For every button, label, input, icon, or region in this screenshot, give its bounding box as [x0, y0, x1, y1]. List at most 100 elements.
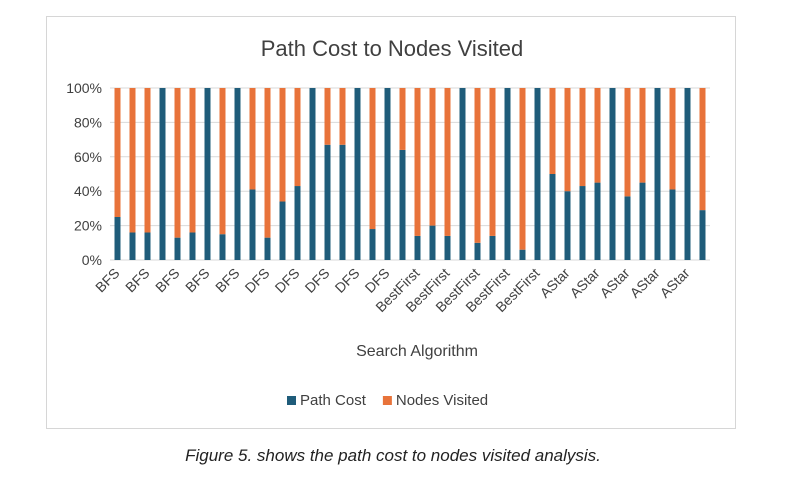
bar-nodes-visited: [369, 88, 376, 230]
bar-path-cost: [474, 242, 481, 260]
bar-path-cost: [249, 189, 256, 260]
bar-nodes-visited: [129, 88, 136, 233]
bar-nodes-visited: [399, 88, 406, 150]
bar-path-cost: [129, 232, 136, 260]
bar-path-cost: [459, 88, 466, 260]
bar-nodes-visited: [219, 88, 226, 235]
bar-path-cost: [489, 235, 496, 260]
bar-path-cost: [579, 186, 586, 260]
y-tick-label: 0%: [82, 252, 102, 268]
bar-path-cost: [684, 88, 691, 260]
bar-path-cost: [219, 234, 226, 260]
x-tick-label: AStar: [597, 265, 633, 301]
y-tick-label: 60%: [74, 149, 102, 165]
chart-title: Path Cost to Nodes Visited: [261, 36, 524, 61]
bar-nodes-visited: [519, 88, 526, 250]
bar-nodes-visited: [414, 88, 421, 236]
bar-nodes-visited: [489, 88, 496, 236]
bar-nodes-visited: [669, 88, 676, 190]
x-axis-title: Search Algorithm: [356, 343, 478, 360]
bar-nodes-visited: [339, 88, 346, 145]
bar-nodes-visited: [444, 88, 451, 236]
legend-label: Nodes Visited: [396, 392, 488, 409]
bar-nodes-visited: [579, 88, 586, 187]
bar-path-cost: [609, 88, 616, 260]
bar-path-cost: [234, 88, 241, 260]
bar-nodes-visited: [174, 88, 181, 238]
bar-nodes-visited: [549, 88, 556, 174]
bar-path-cost: [189, 232, 196, 260]
bar-nodes-visited: [474, 88, 481, 243]
chart-container: Path Cost to Nodes Visited 0% 20% 40% 60% 80…: [46, 16, 736, 429]
y-tick-label: 80%: [74, 114, 102, 130]
bar-nodes-visited: [279, 88, 286, 202]
bar-nodes-visited: [429, 88, 436, 226]
bar-path-cost: [414, 235, 421, 260]
x-tick-label: DFS: [242, 265, 273, 296]
bar-path-cost: [114, 217, 121, 260]
bar-path-cost: [564, 191, 571, 260]
x-tick-label: DFS: [302, 265, 333, 296]
x-tick-label: BFS: [122, 265, 153, 296]
bar-path-cost: [504, 88, 511, 260]
bar-path-cost: [309, 88, 316, 260]
y-axis-ticks: 0% 20% 40% 60% 80% 100%: [66, 80, 102, 268]
bar-nodes-visited: [294, 88, 301, 187]
bar-nodes-visited: [249, 88, 256, 190]
bar-path-cost: [339, 144, 346, 260]
legend-label: Path Cost: [300, 392, 367, 409]
x-axis-ticks: BFS BFS BFS BFS BFSDFSDFSDFSDFSDFSBestFirstB…: [92, 265, 693, 316]
stacked-bar-chart: Path Cost to Nodes Visited 0% 20% 40% 60% 80…: [66, 36, 710, 409]
bar-path-cost: [444, 235, 451, 260]
x-tick-label: DFS: [332, 265, 363, 296]
bar-path-cost: [534, 88, 541, 260]
y-tick-label: 20%: [74, 218, 102, 234]
bar-nodes-visited: [624, 88, 631, 197]
bar-path-cost: [519, 249, 526, 260]
gridlines: [110, 87, 710, 261]
legend-swatch: [382, 396, 392, 405]
bar-nodes-visited: [594, 88, 601, 183]
bar-nodes-visited: [564, 88, 571, 192]
bar-path-cost: [279, 201, 286, 260]
bar-nodes-visited: [639, 88, 646, 183]
bar-nodes-visited: [189, 88, 196, 233]
bar-path-cost: [429, 225, 436, 260]
bar-nodes-visited: [144, 88, 151, 233]
y-tick-label: 40%: [74, 183, 102, 199]
x-tick-label: AStar: [627, 265, 663, 301]
bar-path-cost: [324, 144, 331, 260]
bar-path-cost: [699, 210, 706, 260]
bar-path-cost: [594, 182, 601, 260]
bar-path-cost: [174, 237, 181, 260]
x-tick-label: DFS: [272, 265, 303, 296]
x-tick-label: BFS: [152, 265, 183, 296]
x-tick-label: AStar: [537, 265, 573, 301]
x-tick-label: AStar: [657, 265, 693, 301]
bar-path-cost: [294, 186, 301, 260]
bar-nodes-visited: [324, 88, 331, 145]
bar-path-cost: [639, 182, 646, 260]
bar-path-cost: [654, 88, 661, 260]
bar-path-cost: [264, 237, 271, 260]
bar-nodes-visited: [114, 88, 121, 217]
bar-path-cost: [384, 88, 391, 260]
bar-path-cost: [144, 232, 151, 260]
bar-path-cost: [549, 174, 556, 260]
legend: Path Cost Nodes Visited: [287, 392, 488, 409]
figure-caption: Figure 5. shows the path cost to nodes v…: [185, 446, 601, 465]
bar-path-cost: [354, 88, 361, 260]
x-tick-label: AStar: [567, 265, 603, 301]
bar-path-cost: [399, 149, 406, 260]
x-tick-label: BFS: [92, 265, 123, 296]
legend-swatch: [287, 396, 296, 405]
x-tick-label: BFS: [182, 265, 213, 296]
y-tick-label: 100%: [66, 80, 102, 96]
bar-path-cost: [669, 189, 676, 260]
x-tick-label: BFS: [212, 265, 243, 296]
bar-nodes-visited: [699, 88, 706, 211]
bar-nodes-visited: [264, 88, 271, 238]
bar-path-cost: [624, 196, 631, 260]
bar-path-cost: [369, 229, 376, 260]
bar-path-cost: [159, 88, 166, 260]
